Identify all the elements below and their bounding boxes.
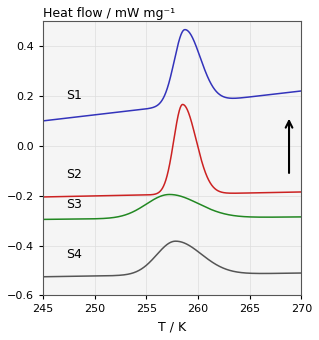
Text: Heat flow / mW mg⁻¹: Heat flow / mW mg⁻¹ (43, 7, 175, 20)
Text: S4: S4 (66, 248, 82, 261)
Text: S1: S1 (66, 89, 82, 102)
Text: S3: S3 (66, 199, 82, 211)
Text: S2: S2 (66, 168, 82, 181)
X-axis label: T / K: T / K (158, 320, 186, 333)
